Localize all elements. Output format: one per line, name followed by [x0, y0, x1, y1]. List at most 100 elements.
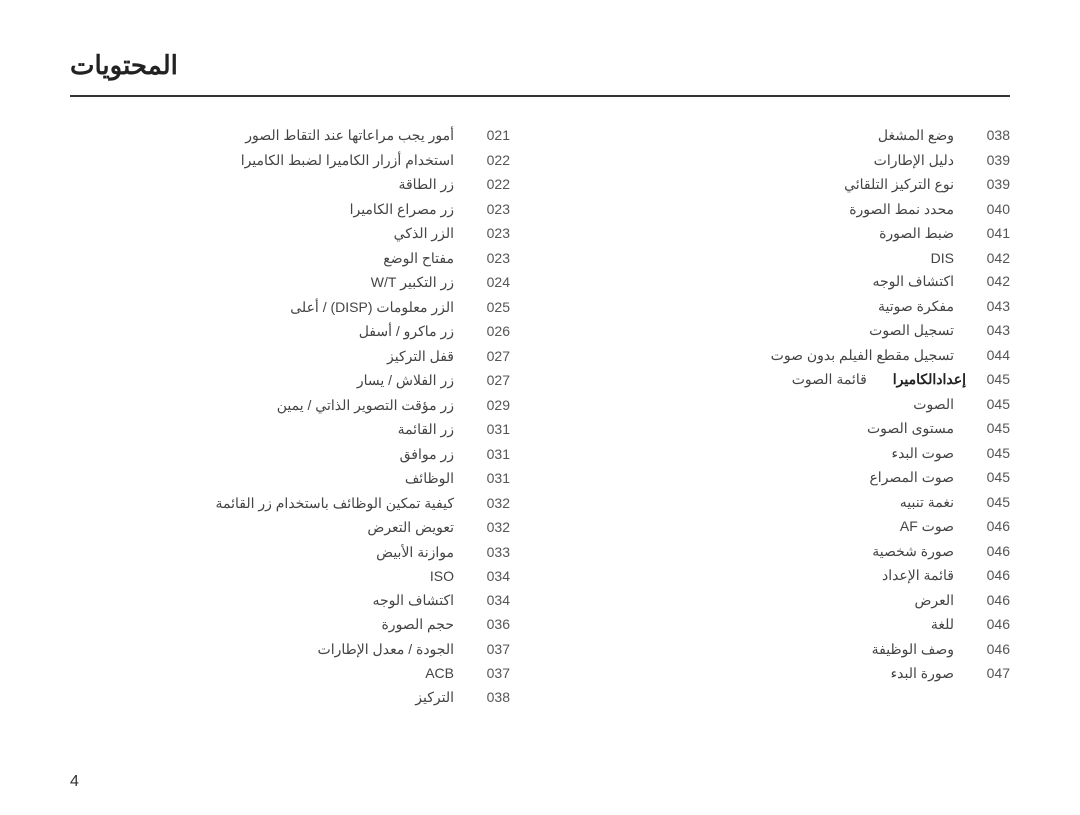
toc-page-number: 023	[466, 250, 510, 266]
toc-entry: 027قفل التركيز	[70, 348, 510, 365]
toc-label: موازنة الأبيض	[70, 544, 466, 561]
toc-page-number: 042	[966, 273, 1010, 289]
toc-label: صوت المصراع	[570, 469, 966, 486]
toc-page-number: 027	[466, 348, 510, 364]
toc-label: زر مصراع الكاميرا	[70, 201, 466, 218]
toc-label: زر الفلاش / يسار	[70, 372, 466, 389]
toc-page-number: 036	[466, 616, 510, 632]
toc-page-number: 021	[466, 127, 510, 143]
toc-entry: 046صوت AF	[570, 518, 1010, 535]
toc-entry: 031زر موافق	[70, 446, 510, 463]
toc-page-number: 045	[966, 494, 1010, 510]
toc-label: صوت البدء	[570, 445, 966, 462]
toc-entry: 047صورة البدء	[570, 665, 1010, 682]
toc-label: صورة البدء	[570, 665, 966, 682]
left-column: 038وضع المشغل039دليل الإطارات039نوع التر…	[570, 127, 1010, 713]
toc-label: الزر معلومات (DISP) / أعلى	[70, 299, 466, 316]
toc-label: العرض	[570, 592, 966, 609]
toc-page-number: 045	[966, 420, 1010, 436]
toc-entry: 039دليل الإطارات	[570, 152, 1010, 169]
toc-section-header: إعدادالكاميرا	[879, 371, 966, 388]
toc-label: DIS	[570, 250, 966, 266]
toc-label: ACB	[70, 665, 466, 681]
toc-page-number: 046	[966, 567, 1010, 583]
toc-page-number: 024	[466, 274, 510, 290]
toc-entry: 032تعويض التعرض	[70, 519, 510, 536]
toc-page-number: 047	[966, 665, 1010, 681]
toc-entry: 033موازنة الأبيض	[70, 544, 510, 561]
toc-label: نغمة تنبيه	[570, 494, 966, 511]
toc-entry: 040محدد نمط الصورة	[570, 201, 1010, 218]
toc-label: زر الطاقة	[70, 176, 466, 193]
toc-label: زر مؤقت التصوير الذاتي / يمين	[70, 397, 466, 414]
toc-entry: 031زر القائمة	[70, 421, 510, 438]
toc-entry: 043تسجيل الصوت	[570, 322, 1010, 339]
toc-page-number: 025	[466, 299, 510, 315]
toc-entry: 045مستوى الصوت	[570, 420, 1010, 437]
toc-page-number: 045	[966, 445, 1010, 461]
toc-entry: 046للغة	[570, 616, 1010, 633]
toc-label: زر ماكرو / أسفل	[70, 323, 466, 340]
toc-page-number: 039	[966, 176, 1010, 192]
toc-label: وصف الوظيفة	[570, 641, 966, 658]
toc-page-number: 043	[966, 298, 1010, 314]
toc-entry: 029زر مؤقت التصوير الذاتي / يمين	[70, 397, 510, 414]
toc-label: صورة شخصية	[570, 543, 966, 560]
toc-entry: 034ISO	[70, 568, 510, 584]
toc-label: كيفية تمكين الوظائف باستخدام زر القائمة	[70, 495, 466, 512]
toc-page-number: 031	[466, 446, 510, 462]
toc-entry: 022زر الطاقة	[70, 176, 510, 193]
toc-entry: 046قائمة الإعداد	[570, 567, 1010, 584]
toc-page-number: 031	[466, 421, 510, 437]
toc-entry: 045إعدادالكاميراقائمة الصوت	[570, 371, 1010, 388]
toc-entry: 046صورة شخصية	[570, 543, 1010, 560]
toc-entry: 024زر التكبير W/T	[70, 274, 510, 291]
toc-page-number: 034	[466, 592, 510, 608]
toc-page-number: 046	[966, 592, 1010, 608]
toc-label: محدد نمط الصورة	[570, 201, 966, 218]
toc-page-number: 045	[966, 371, 1010, 387]
toc-entry: 045نغمة تنبيه	[570, 494, 1010, 511]
toc-entry: 038وضع المشغل	[570, 127, 1010, 144]
toc-page-number: 039	[966, 152, 1010, 168]
toc-label: صوت AF	[570, 518, 966, 535]
toc-page-number: 023	[466, 201, 510, 217]
toc-page-number: 023	[466, 225, 510, 241]
toc-entry: 031الوظائف	[70, 470, 510, 487]
toc-entry: 039نوع التركيز التلقائي	[570, 176, 1010, 193]
toc-page-number: 042	[966, 250, 1010, 266]
toc-entry: 041ضبط الصورة	[570, 225, 1010, 242]
toc-entry: 022استخدام أزرار الكاميرا لضبط الكاميرا	[70, 152, 510, 169]
toc-label: تسجيل مقطع الفيلم بدون صوت	[570, 347, 966, 364]
toc-page-number: 034	[466, 568, 510, 584]
toc-label: الصوت	[570, 396, 966, 413]
toc-entry: 034اكتشاف الوجه	[70, 592, 510, 609]
toc-page-number: 027	[466, 372, 510, 388]
toc-entry: 037ACB	[70, 665, 510, 681]
toc-label: زر موافق	[70, 446, 466, 463]
toc-page-number: 032	[466, 519, 510, 535]
toc-label: مستوى الصوت	[570, 420, 966, 437]
toc-page-number: 029	[466, 397, 510, 413]
toc-page-number: 031	[466, 470, 510, 486]
toc-columns: 021أمور يجب مراعاتها عند التقاط الصور022…	[70, 127, 1010, 713]
toc-label: التركيز	[70, 689, 466, 706]
toc-page-number: 041	[966, 225, 1010, 241]
toc-entry: 026زر ماكرو / أسفل	[70, 323, 510, 340]
toc-label: نوع التركيز التلقائي	[570, 176, 966, 193]
toc-entry: 044تسجيل مقطع الفيلم بدون صوت	[570, 347, 1010, 364]
toc-entry: 023مفتاح الوضع	[70, 250, 510, 267]
toc-label: مفتاح الوضع	[70, 250, 466, 267]
toc-label: قائمة الإعداد	[570, 567, 966, 584]
toc-page-number: 044	[966, 347, 1010, 363]
toc-entry: 045الصوت	[570, 396, 1010, 413]
toc-entry: 036حجم الصورة	[70, 616, 510, 633]
toc-label: الزر الذكي	[70, 225, 466, 242]
toc-label: زر التكبير W/T	[70, 274, 466, 291]
page-title: المحتويات	[70, 50, 1010, 97]
toc-entry: 046وصف الوظيفة	[570, 641, 1010, 658]
toc-page-number: 040	[966, 201, 1010, 217]
toc-label: استخدام أزرار الكاميرا لضبط الكاميرا	[70, 152, 466, 169]
toc-label: الوظائف	[70, 470, 466, 487]
toc-page-number: 022	[466, 176, 510, 192]
